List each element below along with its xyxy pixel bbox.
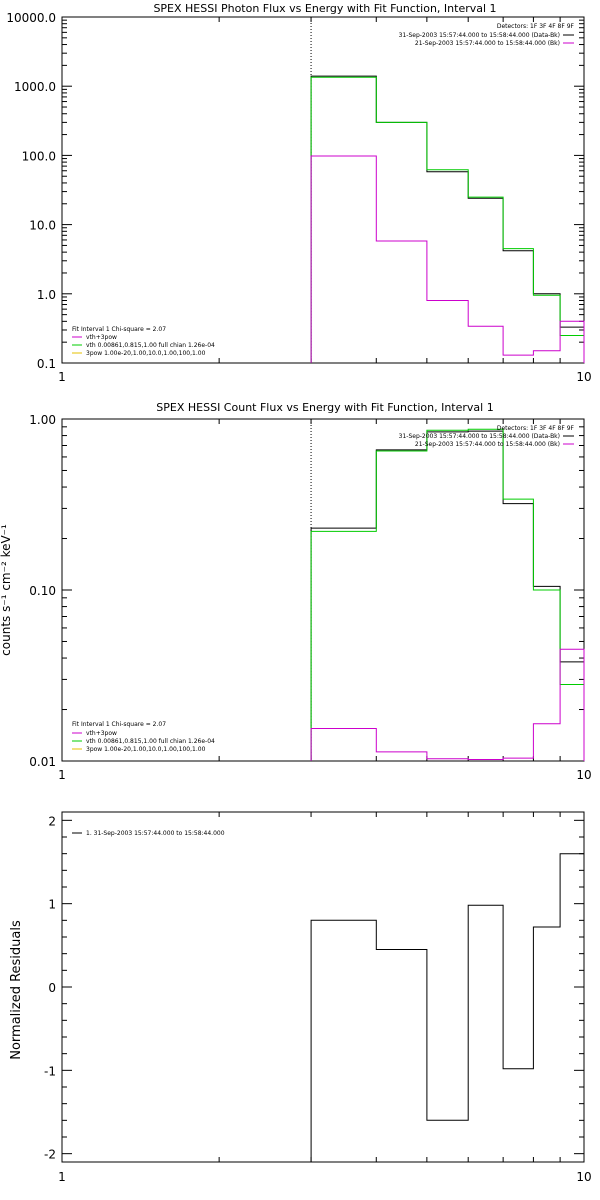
count-flux-y-axis-label: counts s⁻¹ cm⁻² keV⁻¹ xyxy=(0,524,13,656)
count-flux-fit-legend-header: Fit Interval 1 Chi-square = 2.07 xyxy=(72,721,166,728)
count-flux-y-tick-labels: 0.01 0.10 1.00 xyxy=(29,413,56,769)
photon-flux-y-tick-label: 0.1 xyxy=(37,357,56,371)
photon-flux-y-tick-label: 10000.0 xyxy=(6,11,56,25)
count-flux-fit-legend: Fit Interval 1 Chi-square = 2.07 vth+3po… xyxy=(72,721,215,753)
count-flux-legend-bk-label: 21-Sep-2003 15:57:44.000 to 15:58:44.000… xyxy=(415,441,560,448)
residuals-y-tick-label: -1 xyxy=(44,1064,56,1078)
photon-flux-y-tick-labels: 0.1 1.0 10.0 100.0 1000.0 10000.0 xyxy=(6,11,56,371)
residuals-y-tick-label: 2 xyxy=(48,814,56,828)
photon-flux-fit-legend: Fit Interval 1 Chi-square = 2.07 vth+3po… xyxy=(72,326,215,357)
residuals-panel: -2 -1 0 1 2 Normalized Residuals 1 10 1. 31-… xyxy=(9,811,592,1184)
photon-flux-legend: 31-Sep-2003 15:57:44.000 to 15:58:44.000… xyxy=(399,32,574,47)
count-flux-series xyxy=(310,428,585,761)
residuals-legend-label: 1. 31-Sep-2003 15:57:44.000 to 15:58:44.… xyxy=(86,830,225,837)
residuals-series xyxy=(310,853,585,1162)
residuals-y-tick-label: 1 xyxy=(48,898,56,912)
photon-flux-title: SPEX HESSI Photon Flux vs Energy with Fi… xyxy=(153,2,496,15)
photon-flux-fit-legend-header: Fit Interval 1 Chi-square = 2.07 xyxy=(72,326,166,333)
photon-flux-plot-frame xyxy=(61,16,585,364)
count-flux-fit-legend-total: vth+3pow xyxy=(86,730,117,737)
photon-flux-series-vth-3pow xyxy=(310,76,585,363)
count-flux-x-tick-label-10: 10 xyxy=(576,768,591,782)
photon-flux-legend-data-label: 31-Sep-2003 15:57:44.000 to 15:58:44.000… xyxy=(399,32,560,39)
count-flux-fit-legend-pow: 3pow 1.00e-20,1.00,10.0,1.00,100,1.00 xyxy=(86,746,206,753)
residuals-y-tick-label: -2 xyxy=(44,1148,56,1162)
photon-flux-y-tick-label: 10.0 xyxy=(29,219,56,233)
count-flux-title: SPEX HESSI Count Flux vs Energy with Fit… xyxy=(156,401,493,414)
residuals-plot-frame xyxy=(61,811,585,1163)
photon-flux-fit-legend-vth: vth 0.00861,0.815,1.00 full chian 1.26e-… xyxy=(86,342,215,349)
photon-flux-grid xyxy=(61,16,585,364)
residuals-legend: 1. 31-Sep-2003 15:57:44.000 to 15:58:44.… xyxy=(72,830,225,837)
photon-flux-x-tick-label-10: 10 xyxy=(576,370,591,384)
residuals-x-tick-label-1: 1 xyxy=(58,1170,66,1184)
count-flux-series-data-bk xyxy=(310,430,585,761)
photon-flux-detectors: Detectors: 1F 3F 4F 8F 9F xyxy=(497,23,575,30)
photon-flux-x-tick-label-1: 1 xyxy=(58,370,66,384)
photon-flux-series-data-bk xyxy=(310,75,585,363)
residuals-y-tick-label: 0 xyxy=(48,981,56,995)
count-flux-series-bk xyxy=(310,648,585,761)
count-flux-legend: 31-Sep-2003 15:57:44.000 to 15:58:44.000… xyxy=(399,433,574,448)
count-flux-plot-frame xyxy=(61,418,585,762)
residuals-series-residual xyxy=(310,853,585,1162)
photon-flux-y-tick-label: 1.0 xyxy=(37,288,56,302)
photon-flux-fit-legend-total: vth+3pow xyxy=(86,334,117,341)
residuals-x-tick-label-10: 10 xyxy=(576,1170,591,1184)
residuals-y-tick-labels: -2 -1 0 1 2 xyxy=(44,814,56,1161)
residuals-grid xyxy=(61,812,585,1162)
photon-flux-fit-legend-pow: 3pow 1.00e-20,1.00,10.0,1.00,100,1.00 xyxy=(86,350,206,357)
count-flux-panel: SPEX HESSI Count Flux vs Energy with Fit… xyxy=(0,401,592,782)
count-flux-grid xyxy=(61,418,585,762)
photon-flux-y-tick-label: 1000.0 xyxy=(14,80,56,94)
photon-flux-legend-bk-label: 21-Sep-2003 15:57:44.000 to 15:58:44.000… xyxy=(415,40,560,47)
count-flux-detectors: Detectors: 1F 3F 4F 8F 9F xyxy=(497,425,575,432)
count-flux-y-tick-label: 0.01 xyxy=(29,755,56,769)
count-flux-y-tick-label: 1.00 xyxy=(29,413,56,427)
photon-flux-series-bk xyxy=(310,155,585,363)
count-flux-series-vth-3pow xyxy=(310,428,585,761)
photon-flux-panel: SPEX HESSI Photon Flux vs Energy with Fi… xyxy=(6,2,591,384)
residuals-y-axis-label: Normalized Residuals xyxy=(9,920,24,1060)
count-flux-y-tick-label: 0.10 xyxy=(29,584,56,598)
count-flux-legend-data-label: 31-Sep-2003 15:57:44.000 to 15:58:44.000… xyxy=(399,433,560,440)
count-flux-x-tick-label-1: 1 xyxy=(58,768,66,782)
count-flux-fit-legend-vth: vth 0.00861,0.815,1.00 full chian 1.26e-… xyxy=(86,738,215,745)
photon-flux-y-tick-label: 100.0 xyxy=(22,149,56,163)
photon-flux-series xyxy=(310,75,585,363)
